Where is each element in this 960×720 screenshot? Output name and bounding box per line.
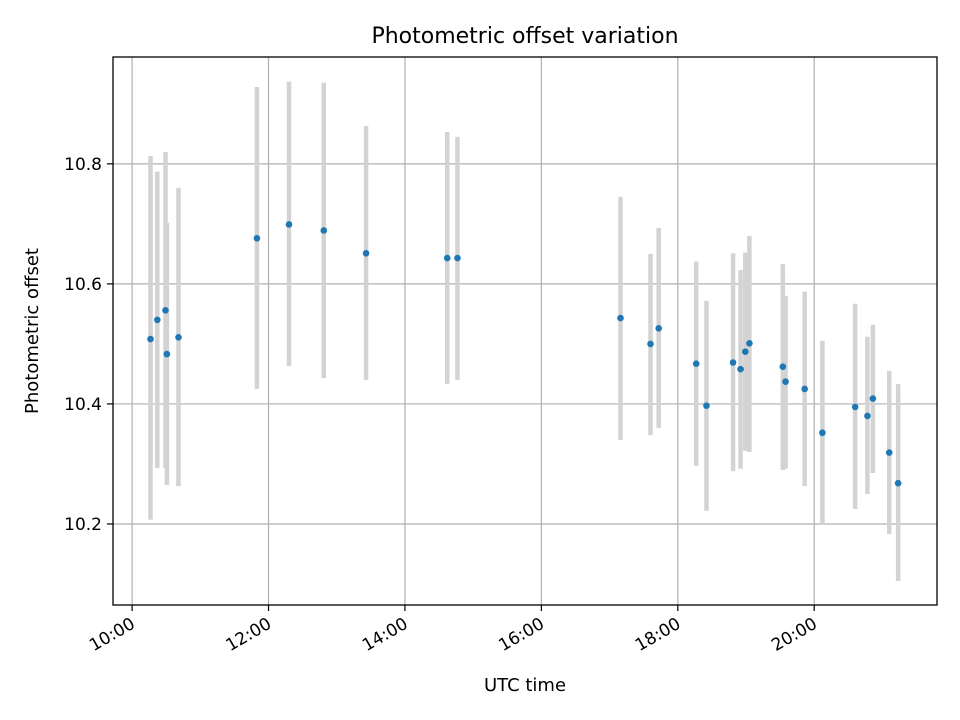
- x-tick-label: 12:00: [223, 614, 275, 656]
- data-point: [729, 359, 737, 366]
- data-point: [801, 385, 808, 393]
- data-point: [320, 227, 328, 234]
- x-axis-label: UTC time: [484, 675, 566, 696]
- data-point: [885, 449, 893, 456]
- data-point: [869, 395, 877, 402]
- x-tick-label: 20:00: [768, 614, 820, 656]
- data-point: [737, 365, 744, 373]
- y-tick-label: 10.2: [64, 515, 102, 535]
- data-point: [162, 306, 169, 314]
- data-point: [894, 479, 902, 487]
- point-layer: [147, 221, 902, 487]
- data-point: [864, 412, 871, 420]
- plot-frame: [112, 56, 938, 606]
- y-axis-label: Photometric offset: [22, 248, 43, 414]
- y-tick-label: 10.6: [64, 275, 102, 295]
- data-point: [454, 254, 461, 262]
- data-point: [851, 403, 859, 411]
- data-point: [154, 316, 161, 324]
- data-point: [253, 234, 261, 242]
- x-tick-label: 14:00: [359, 614, 411, 656]
- data-point: [443, 254, 451, 262]
- grid-layer: [113, 57, 937, 605]
- data-point: [819, 429, 826, 437]
- data-point: [655, 324, 662, 332]
- chart-title: Photometric offset variation: [371, 24, 678, 49]
- data-point: [782, 378, 789, 386]
- y-tick-label: 10.8: [64, 155, 102, 175]
- data-point: [779, 363, 787, 371]
- y-tick-label: 10.4: [64, 395, 102, 415]
- data-point: [746, 340, 753, 347]
- data-point: [163, 350, 171, 358]
- data-point: [692, 360, 700, 368]
- x-tick-label: 16:00: [495, 614, 547, 656]
- data-point: [175, 334, 182, 341]
- errorbar-layer: [148, 81, 901, 581]
- data-point: [617, 314, 624, 322]
- data-point: [647, 340, 654, 348]
- data-point: [362, 249, 370, 257]
- data-point: [147, 335, 154, 343]
- data-point: [703, 402, 710, 410]
- data-point: [742, 348, 749, 356]
- x-tick-label: 18:00: [632, 614, 684, 656]
- x-tick-label: 10:00: [86, 614, 138, 656]
- data-point: [285, 221, 293, 228]
